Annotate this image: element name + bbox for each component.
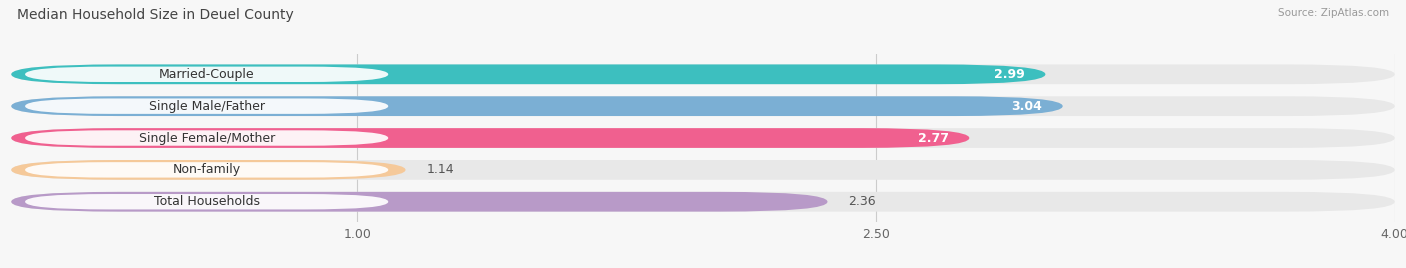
FancyBboxPatch shape [11, 192, 1395, 212]
Text: 2.36: 2.36 [848, 195, 876, 208]
Text: Total Households: Total Households [153, 195, 260, 208]
Text: Single Female/Mother: Single Female/Mother [139, 132, 274, 144]
FancyBboxPatch shape [25, 98, 388, 114]
Text: 2.77: 2.77 [918, 132, 949, 144]
FancyBboxPatch shape [11, 128, 969, 148]
Text: Non-family: Non-family [173, 163, 240, 176]
FancyBboxPatch shape [11, 160, 405, 180]
Text: Single Male/Father: Single Male/Father [149, 100, 264, 113]
FancyBboxPatch shape [25, 67, 388, 82]
Text: 3.04: 3.04 [1011, 100, 1042, 113]
FancyBboxPatch shape [11, 160, 1395, 180]
FancyBboxPatch shape [11, 64, 1395, 84]
FancyBboxPatch shape [25, 162, 388, 178]
Text: Median Household Size in Deuel County: Median Household Size in Deuel County [17, 8, 294, 22]
Text: Source: ZipAtlas.com: Source: ZipAtlas.com [1278, 8, 1389, 18]
FancyBboxPatch shape [25, 130, 388, 146]
FancyBboxPatch shape [11, 192, 828, 212]
FancyBboxPatch shape [11, 96, 1395, 116]
FancyBboxPatch shape [11, 64, 1046, 84]
FancyBboxPatch shape [11, 128, 1395, 148]
FancyBboxPatch shape [11, 96, 1063, 116]
Text: Married-Couple: Married-Couple [159, 68, 254, 81]
FancyBboxPatch shape [25, 194, 388, 209]
Text: 2.99: 2.99 [994, 68, 1025, 81]
Text: 1.14: 1.14 [426, 163, 454, 176]
